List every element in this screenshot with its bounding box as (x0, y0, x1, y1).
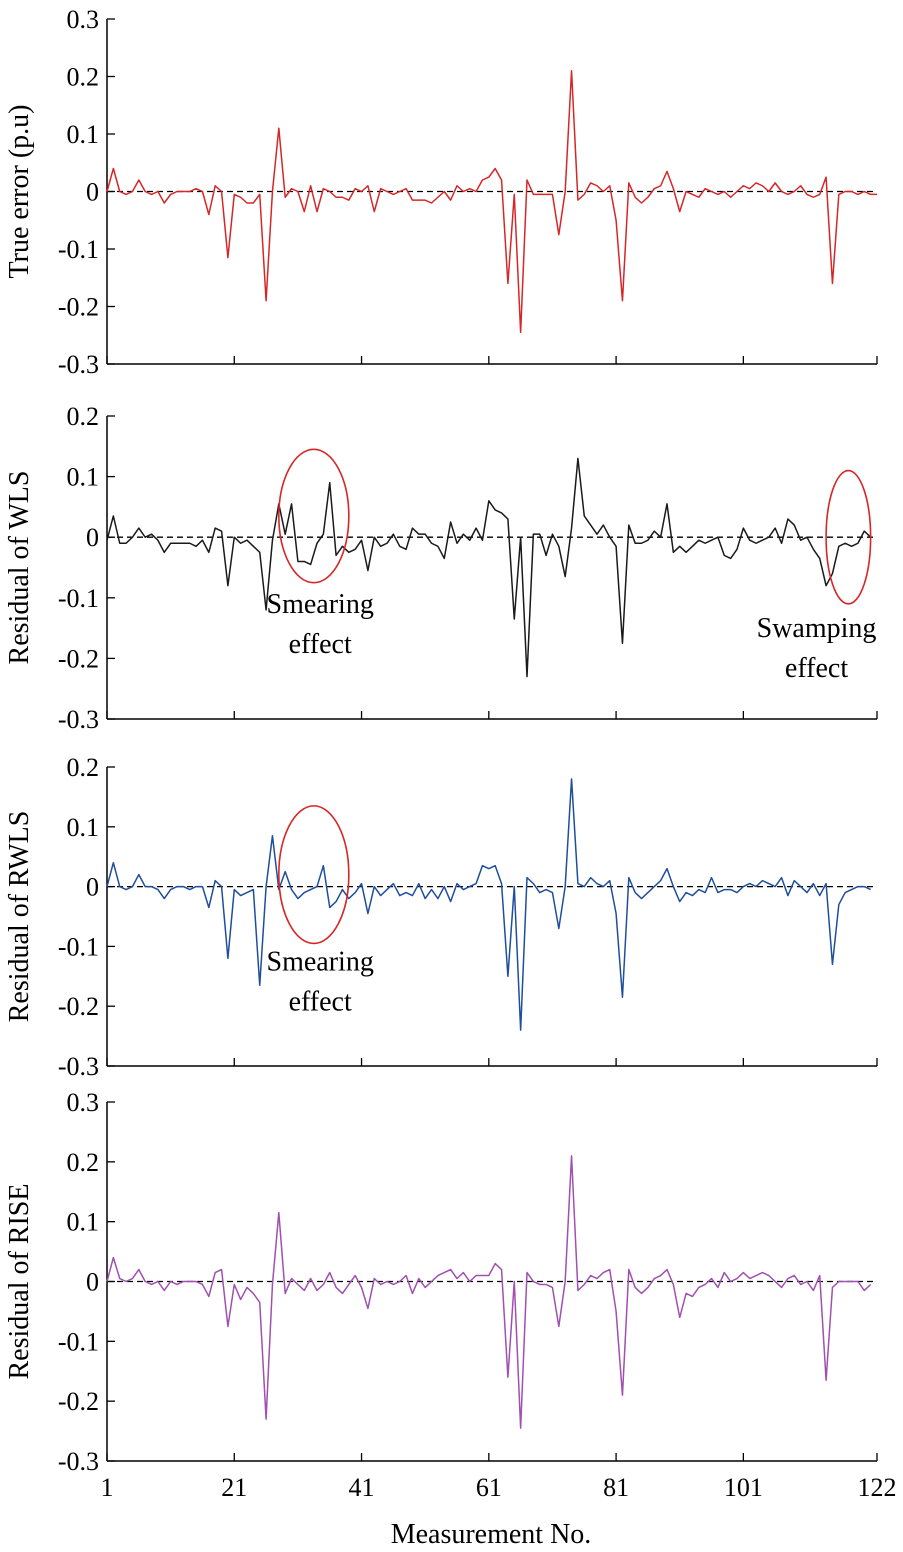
y-tick-label: -0.3 (58, 705, 99, 734)
y-tick-label: 0.3 (67, 5, 100, 34)
x-tick-label: 21 (221, 1473, 247, 1502)
y-tick-label: 0.1 (67, 1208, 100, 1237)
y-tick-label: -0.2 (58, 644, 99, 673)
series-line (106, 1155, 872, 1429)
y-axis-label: True error (p.u) (4, 105, 35, 279)
series-line (106, 70, 877, 334)
y-tick-label: 0 (86, 523, 99, 552)
x-tick-label: 1 (101, 1473, 114, 1502)
series-line (106, 457, 872, 678)
y-tick-label: 0.2 (67, 63, 100, 92)
annotation-ellipse (825, 469, 872, 605)
x-tick-label: 81 (603, 1473, 629, 1502)
annotation-label: effect (785, 653, 848, 684)
y-tick-label: -0.1 (58, 932, 99, 961)
y-tick-label: -0.2 (58, 1387, 99, 1416)
chart-panel-4: -0.3 -0.2 -0.1 0 0.1 0.2 0.3 1 21 41 61 81 101 122 Res… (4, 1088, 897, 1502)
annotation-ellipse (278, 805, 350, 945)
y-tick-label: -0.1 (58, 235, 99, 264)
y-axis-label: Residual of WLS (4, 471, 35, 665)
y-tick-label: -0.3 (58, 1052, 99, 1081)
x-tick-label: 122 (858, 1473, 897, 1502)
y-tick-label: 0.2 (67, 753, 100, 782)
annotation-label: effect (289, 986, 352, 1017)
annotation-ellipse (278, 448, 350, 584)
annotation-label: Smearing (267, 946, 374, 977)
y-tick-label: -0.2 (58, 992, 99, 1021)
y-tick-label: -0.1 (58, 1327, 99, 1356)
annotation-label: effect (289, 629, 352, 660)
annotation-label: Smearing (267, 589, 374, 620)
y-tick-label: 0.2 (67, 402, 100, 431)
y-tick-label: 0.2 (67, 1148, 100, 1177)
y-axis-label: Residual of RISE (4, 1184, 35, 1380)
y-tick-label: 0.3 (67, 1088, 100, 1117)
y-tick-label: -0.2 (58, 293, 99, 322)
chart-panel-1: -0.3 -0.2 -0.1 0 0.1 0.2 0.3 True error (p.u) (4, 5, 878, 379)
y-tick-label: -0.1 (58, 584, 99, 613)
x-axis-label: Measurement No. (391, 1519, 592, 1550)
y-tick-label: 0.1 (67, 813, 100, 842)
y-tick-label: -0.3 (58, 1447, 99, 1476)
y-tick-label: 0.1 (67, 120, 100, 149)
x-tick-label: 101 (724, 1473, 763, 1502)
y-tick-label: 0 (86, 873, 99, 902)
series-line (106, 778, 871, 1031)
x-tick-label: 61 (476, 1473, 502, 1502)
annotation-label: Swamping (757, 613, 877, 644)
chart-panel-3: -0.3 -0.2 -0.1 0 0.1 0.2 Residual of RWLS Smear… (4, 753, 878, 1081)
y-tick-label: -0.3 (58, 350, 99, 379)
y-tick-label: 0 (86, 178, 99, 207)
y-axis-label: Residual of RWLS (4, 811, 35, 1023)
y-tick-label: 0 (86, 1268, 99, 1297)
x-tick-label: 41 (349, 1473, 375, 1502)
chart-panel-2: -0.3 -0.2 -0.1 0 0.1 0.2 Residual of WLS Smeari… (4, 402, 878, 734)
y-tick-label: 0.1 (67, 463, 100, 492)
